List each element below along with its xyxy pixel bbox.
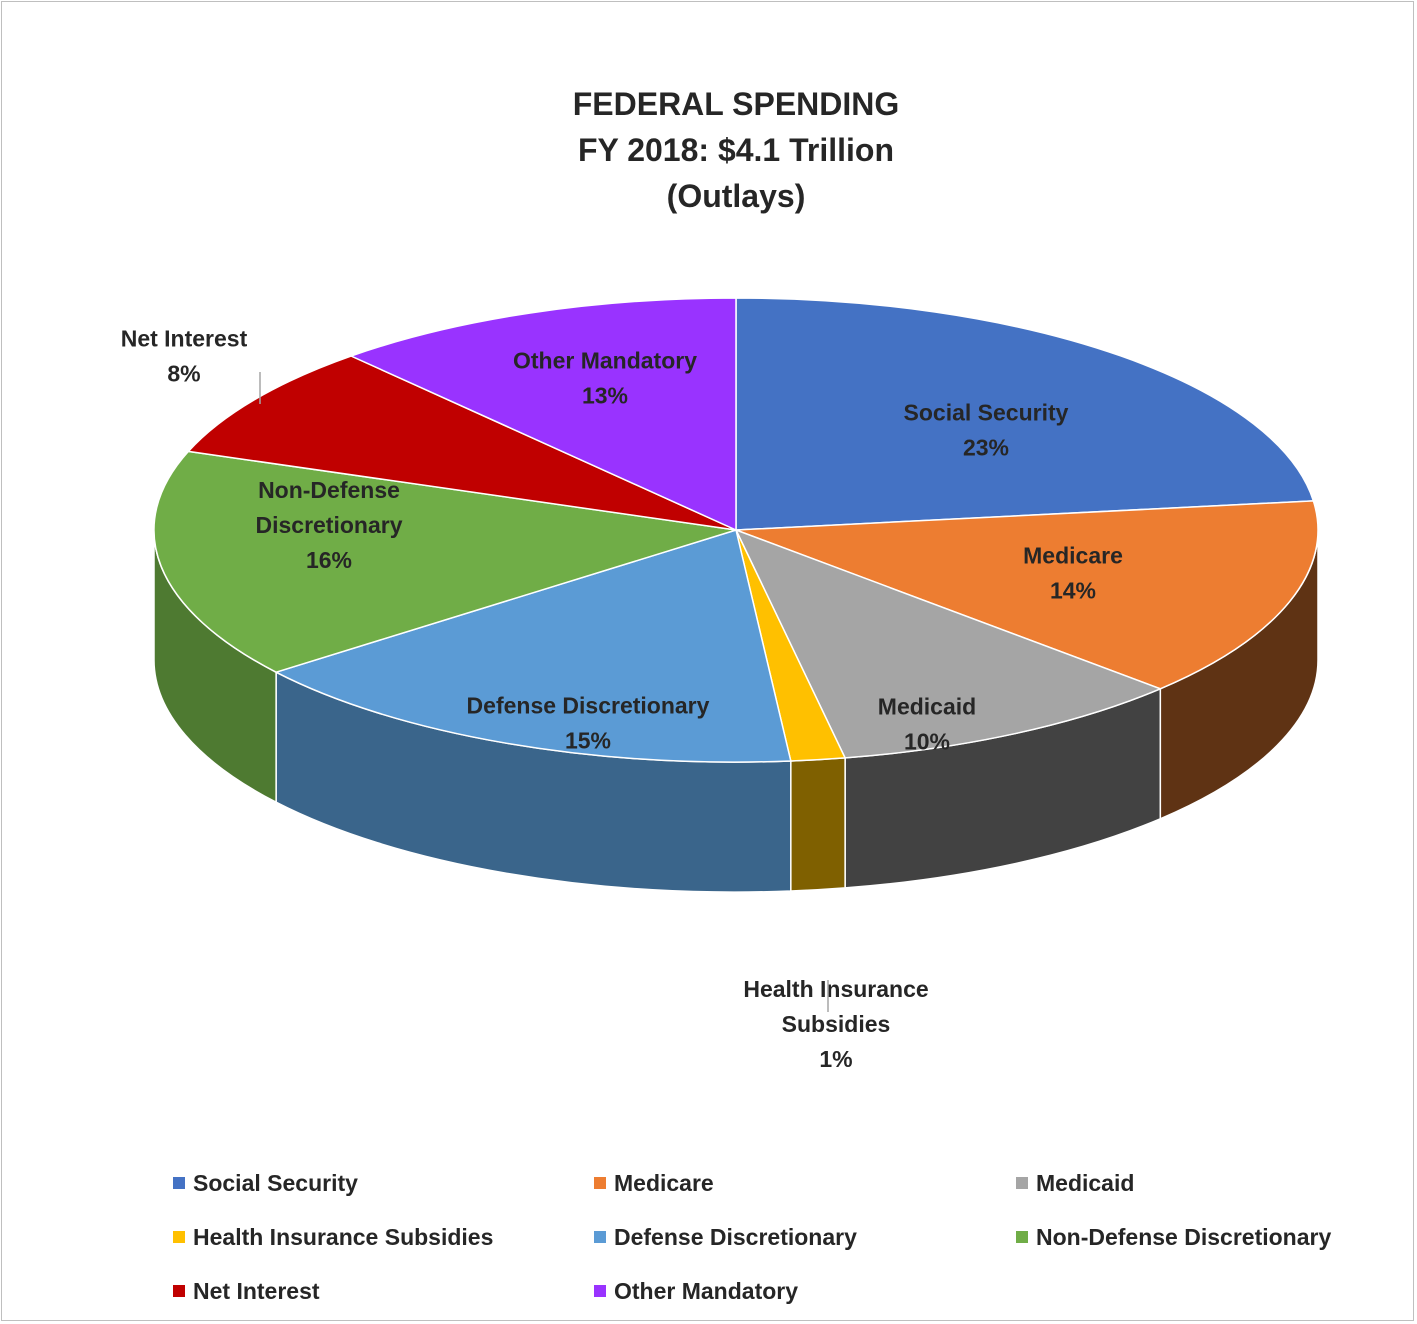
slice-value-label: 23%	[963, 435, 1009, 461]
legend-label: Other Mandatory	[614, 1278, 798, 1304]
slice-value-label: 1%	[819, 1046, 852, 1072]
slice-label-social-security: Social Security 23%	[904, 400, 1069, 461]
title-line-3: (Outlays)	[667, 178, 806, 214]
legend-item-social-security: Social Security	[173, 1170, 358, 1196]
legend-swatch	[173, 1177, 185, 1189]
slice-medicare	[735, 500, 1319, 690]
legend-swatch	[173, 1285, 185, 1297]
slice-defense-discretionary	[274, 529, 792, 763]
slice-name-label: Discretionary	[255, 512, 402, 538]
legend-swatch	[594, 1285, 606, 1297]
legend-swatch	[1016, 1231, 1028, 1243]
legend-swatch	[594, 1177, 606, 1189]
slice-value-label: 16%	[306, 547, 352, 573]
legend-label: Defense Discretionary	[614, 1224, 857, 1250]
legend-item-non-defense-discretionary: Non-Defense Discretionary	[1016, 1224, 1331, 1250]
slice-label-medicare: Medicare 14%	[1023, 543, 1123, 604]
chart-title: FEDERAL SPENDING FY 2018: $4.1 Trillion …	[573, 86, 900, 214]
slice-net-interest	[186, 355, 737, 531]
slice-label-other-mandatory: Other Mandatory 13%	[513, 348, 697, 409]
slice-value-label: 10%	[904, 729, 950, 755]
legend-swatch	[173, 1231, 185, 1243]
slice-name-label: Medicaid	[878, 694, 976, 720]
slice-other-mandatory	[349, 297, 737, 532]
slice-value-label: 13%	[582, 383, 628, 409]
slice-label-non-defense-discretionary: Non-Defense Discretionary 16%	[255, 477, 402, 573]
slice-name-label: Other Mandatory	[513, 348, 697, 374]
title-line-1: FEDERAL SPENDING	[573, 86, 900, 122]
slice-name-label: Health Insurance	[743, 976, 928, 1002]
title-line-2: FY 2018: $4.1 Trillion	[578, 132, 894, 168]
slice-name-label: Social Security	[904, 400, 1069, 426]
slice-name-label: Non-Defense	[258, 477, 400, 503]
slice-name-label: Medicare	[1023, 543, 1123, 569]
side-health-insurance-subsidies	[790, 757, 846, 892]
slice-label-defense-discretionary: Defense Discretionary 15%	[467, 693, 710, 754]
slice-social-security	[735, 297, 1315, 531]
slice-medicaid	[734, 528, 1163, 759]
slice-name-label: Net Interest	[121, 326, 248, 352]
legend-swatch	[1016, 1177, 1028, 1189]
legend-item-medicare: Medicare	[594, 1170, 714, 1196]
legend-label: Medicaid	[1036, 1170, 1134, 1196]
slice-label-health-insurance-subsidies: Health Insurance Subsidies 1%	[743, 976, 928, 1072]
slice-name-label: Subsidies	[782, 1011, 891, 1037]
slice-name-label: Defense Discretionary	[467, 693, 710, 719]
legend-label: Health Insurance Subsidies	[193, 1224, 493, 1250]
pie-tops	[153, 297, 1319, 763]
legend-label: Net Interest	[193, 1278, 320, 1304]
legend-item-net-interest: Net Interest	[173, 1278, 320, 1304]
legend-swatch	[594, 1231, 606, 1243]
slice-labels: Social Security 23% Medicare 14% Medicaid 10%…	[121, 326, 1123, 1073]
slice-value-label: 15%	[565, 728, 611, 754]
legend-label: Medicare	[614, 1170, 714, 1196]
legend-label: Social Security	[193, 1170, 358, 1196]
legend: Social Security Medicare Medicaid Health In…	[173, 1170, 1331, 1304]
legend-item-medicaid: Medicaid	[1016, 1170, 1134, 1196]
legend-label: Non-Defense Discretionary	[1036, 1224, 1331, 1250]
legend-item-defense-discretionary: Defense Discretionary	[594, 1224, 857, 1250]
legend-item-other-mandatory: Other Mandatory	[594, 1278, 798, 1304]
legend-item-health-insurance-subsidies: Health Insurance Subsidies	[173, 1224, 493, 1250]
slice-value-label: 14%	[1050, 578, 1096, 604]
slice-label-medicaid: Medicaid 10%	[878, 694, 976, 755]
slice-label-net-interest: Net Interest 8%	[121, 326, 248, 387]
slice-non-defense-discretionary	[153, 450, 737, 674]
slice-value-label: 8%	[167, 361, 200, 387]
